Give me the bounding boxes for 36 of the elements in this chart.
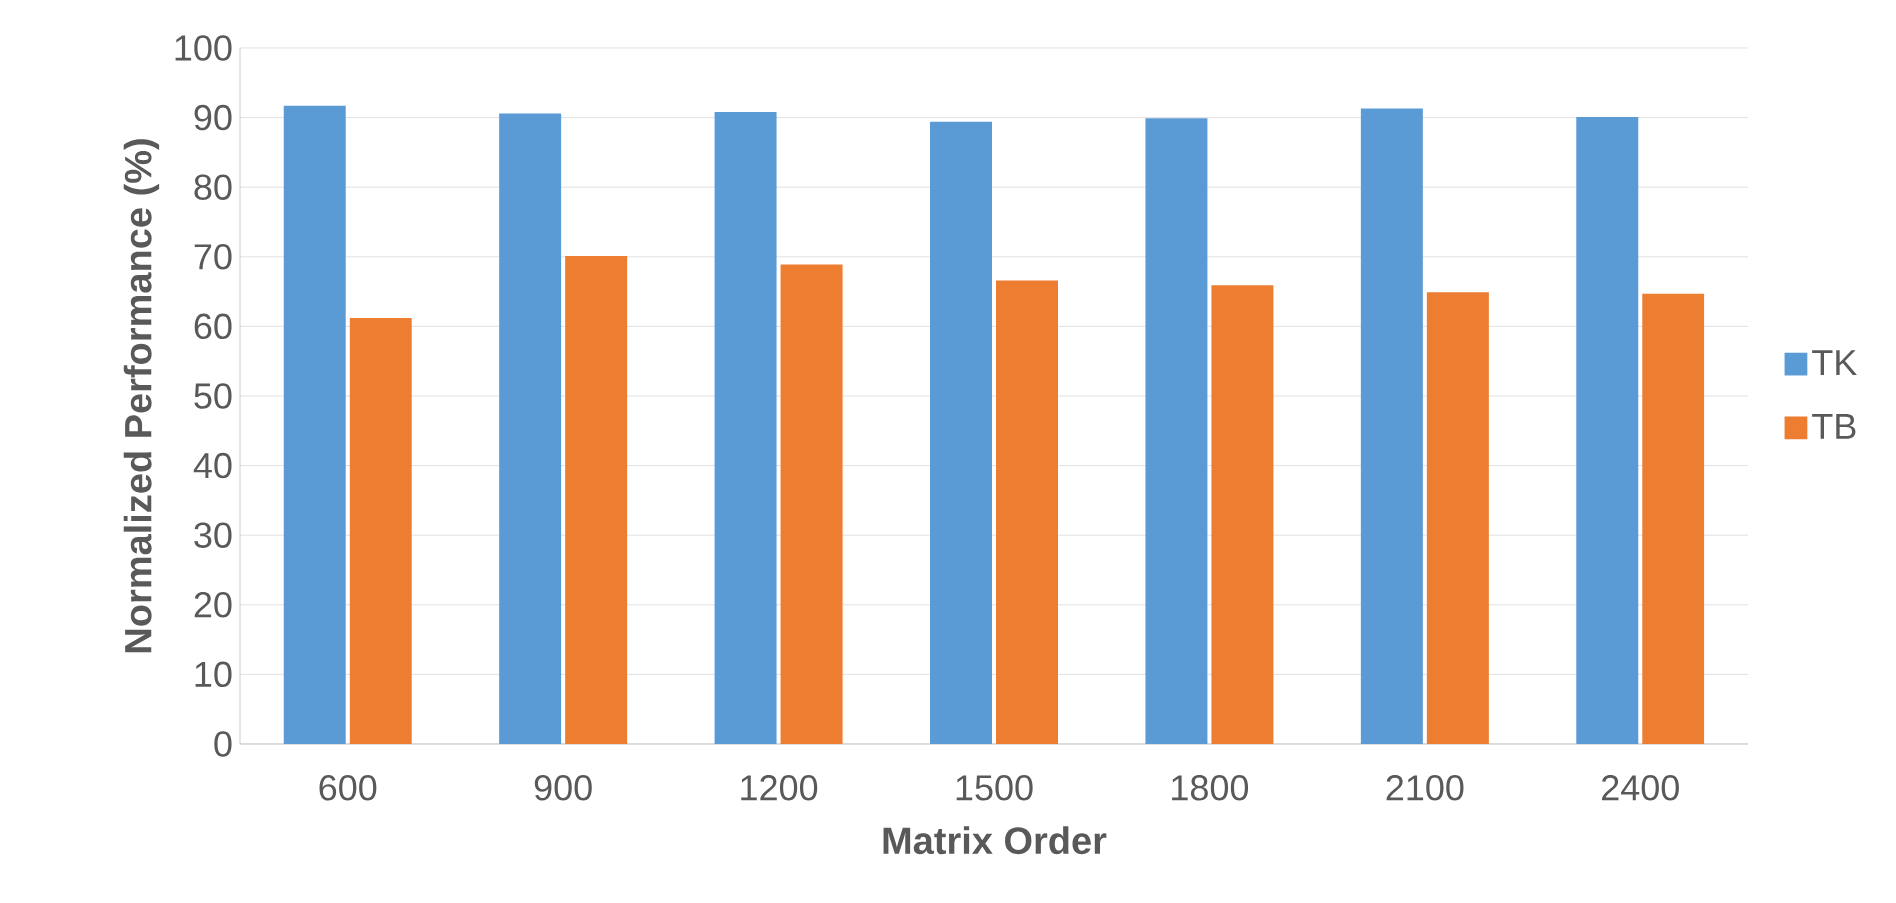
y-tick-label: 40 bbox=[193, 452, 232, 479]
x-axis-title: Matrix Order bbox=[883, 826, 1107, 855]
bar bbox=[1642, 293, 1705, 744]
x-tick-label: 2400 bbox=[1602, 775, 1679, 801]
y-tick-label: 100 bbox=[175, 35, 232, 61]
bar bbox=[1211, 285, 1274, 744]
y-tick-label: 70 bbox=[194, 244, 232, 270]
x-tick-label: 1800 bbox=[1172, 775, 1249, 801]
y-tick-label: 20 bbox=[194, 592, 232, 618]
x-tick-label: 2100 bbox=[1386, 775, 1464, 801]
bar bbox=[780, 264, 843, 744]
x-tick-label: 600 bbox=[319, 775, 377, 801]
bar bbox=[1576, 116, 1639, 744]
y-tick-label: 30 bbox=[194, 522, 232, 548]
y-axis-title: Normalized Performance (%) bbox=[123, 139, 160, 653]
x-tick-label: 1200 bbox=[741, 775, 818, 801]
legend-label: TB bbox=[1812, 413, 1856, 439]
y-tick-label: 60 bbox=[194, 313, 232, 340]
bar bbox=[1145, 118, 1208, 744]
y-tick-label: 80 bbox=[194, 174, 232, 200]
y-tick-label: 0 bbox=[214, 731, 232, 757]
x-tick-label: 900 bbox=[534, 775, 592, 801]
legend-label: TK bbox=[1812, 350, 1857, 375]
bar bbox=[283, 105, 346, 744]
bar bbox=[1426, 292, 1489, 744]
y-tick-label: 50 bbox=[194, 383, 232, 409]
bar bbox=[1360, 108, 1423, 744]
y-tick-label: 90 bbox=[194, 104, 232, 131]
bar bbox=[930, 121, 992, 744]
bar bbox=[996, 280, 1058, 744]
bar bbox=[714, 112, 777, 744]
bar bbox=[565, 256, 628, 744]
bar bbox=[349, 318, 412, 744]
bar bbox=[499, 113, 562, 744]
y-tick-label: 10 bbox=[195, 661, 232, 688]
x-tick-label: 1500 bbox=[956, 775, 1033, 801]
